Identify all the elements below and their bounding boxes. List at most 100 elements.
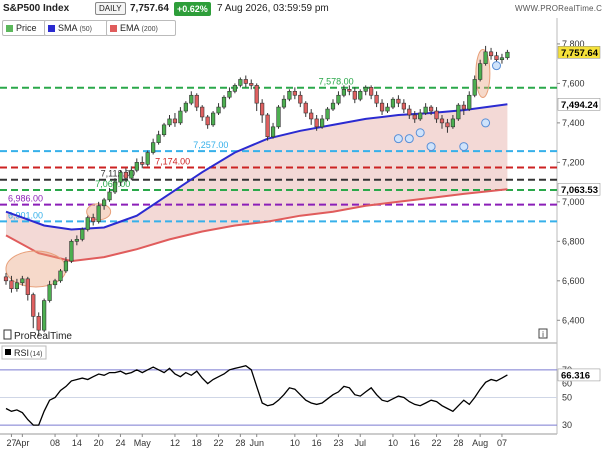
candle-body — [232, 85, 238, 92]
candle-body — [450, 118, 456, 128]
candle-body — [80, 229, 85, 240]
candle-body — [325, 108, 330, 120]
legend-sma[interactable]: SMA (50) — [44, 20, 108, 36]
price-level-label: 7,112.00 — [101, 169, 135, 179]
event-icon — [492, 61, 501, 71]
event-icon — [459, 142, 469, 152]
candle-body — [319, 118, 325, 128]
legend-sma-label: SMA — [58, 23, 78, 33]
axis-marker-box — [557, 98, 601, 111]
candle-body — [9, 280, 14, 290]
x-tick-label: Apr — [15, 438, 29, 448]
legend-price[interactable]: Price — [2, 20, 46, 36]
candle-body — [183, 102, 188, 112]
event-icon — [415, 128, 425, 138]
candle-body — [221, 96, 227, 108]
legend-ema[interactable]: EMA (200) — [106, 20, 176, 36]
y-tick-label: 7,000 — [562, 197, 585, 207]
event-icon — [404, 134, 414, 144]
x-tick-label: 12 — [170, 438, 180, 448]
event-icon — [481, 118, 491, 128]
candle-body — [260, 102, 265, 116]
candle-body — [14, 282, 19, 290]
axis-marker-label: 7,757.64 — [561, 48, 599, 59]
watermark-logo-icon — [3, 329, 12, 340]
x-tick-label: 22 — [432, 438, 442, 448]
candle-body — [3, 276, 9, 282]
candle-body — [25, 278, 30, 295]
ema-swatch-icon — [110, 25, 117, 32]
price-level-label: 7,060.00 — [95, 179, 130, 189]
event-icon — [426, 142, 436, 152]
legend-sma-period: (50) — [79, 26, 92, 33]
candle-body — [445, 122, 450, 128]
last-price: 7,757.64 — [130, 3, 169, 14]
candle-body — [205, 116, 210, 126]
candle-body — [309, 112, 314, 120]
candle-body — [369, 87, 374, 96]
x-tick-label: 20 — [94, 438, 104, 448]
candle-body — [216, 106, 221, 114]
candle-body — [434, 110, 439, 120]
rsi-tick-label: 30 — [562, 420, 572, 430]
axis-marker-box — [557, 183, 601, 196]
price-level-label: 6,901.00 — [8, 210, 43, 220]
x-tick-label: 28 — [235, 438, 245, 448]
candle-body — [461, 104, 466, 110]
y-tick-label: 6,400 — [562, 315, 585, 325]
timeframe-badge[interactable]: DAILY — [95, 2, 126, 15]
x-tick-label: Aug — [472, 438, 488, 448]
candle-body — [390, 98, 396, 108]
candle-body — [483, 51, 488, 64]
y-tick-label: 7,600 — [562, 78, 585, 88]
candle-body — [238, 79, 243, 86]
candle-body — [270, 126, 276, 138]
axis-marker-label: 7,494.24 — [561, 100, 599, 111]
change-badge: +0.62% — [174, 2, 211, 16]
candle-body — [145, 152, 150, 165]
candle-body — [96, 205, 101, 222]
ma-cloud — [6, 104, 508, 262]
candle-body — [341, 89, 347, 96]
candle-body — [249, 83, 254, 86]
candle-body — [352, 90, 357, 100]
price-level-label: 6,986.00 — [8, 194, 43, 204]
candle-body — [439, 118, 445, 124]
candle-body — [118, 171, 123, 183]
candle-body — [36, 316, 41, 331]
candle-body — [52, 280, 58, 286]
x-tick-label: 27 — [6, 438, 16, 448]
candle-body — [134, 162, 139, 171]
x-tick-label: May — [134, 438, 152, 448]
x-tick-label: 14 — [72, 438, 82, 448]
event-icon — [393, 134, 403, 144]
candle-body — [227, 90, 232, 98]
y-tick-label: 6,800 — [562, 236, 585, 246]
rsi-value-label: 66.316 — [561, 370, 590, 381]
rsi-line — [5, 364, 508, 426]
candle-body — [396, 98, 401, 104]
x-tick-label: 10 — [388, 438, 398, 448]
y-tick-label: 7,400 — [562, 118, 585, 128]
candle-body — [456, 104, 461, 120]
candle-body — [112, 181, 118, 193]
candle-body — [379, 102, 385, 112]
candle-body — [488, 51, 494, 57]
candle-body — [20, 278, 25, 284]
x-tick-label: 22 — [214, 438, 224, 448]
candle-body — [254, 85, 259, 104]
candle-body — [401, 102, 406, 110]
candle-body — [85, 217, 90, 230]
candle-body — [298, 94, 303, 104]
y-tick-label: 7,200 — [562, 157, 585, 167]
candle-body — [330, 102, 336, 110]
rsi-tick-label: 50 — [562, 392, 572, 402]
candle-body — [281, 98, 287, 108]
candle-body — [69, 241, 74, 262]
candle-body — [494, 55, 499, 61]
instrument-title: S&P500 Index — [3, 3, 70, 14]
candle-body — [407, 108, 412, 116]
rsi-period: (14) — [30, 351, 42, 358]
info-icon — [538, 328, 548, 339]
